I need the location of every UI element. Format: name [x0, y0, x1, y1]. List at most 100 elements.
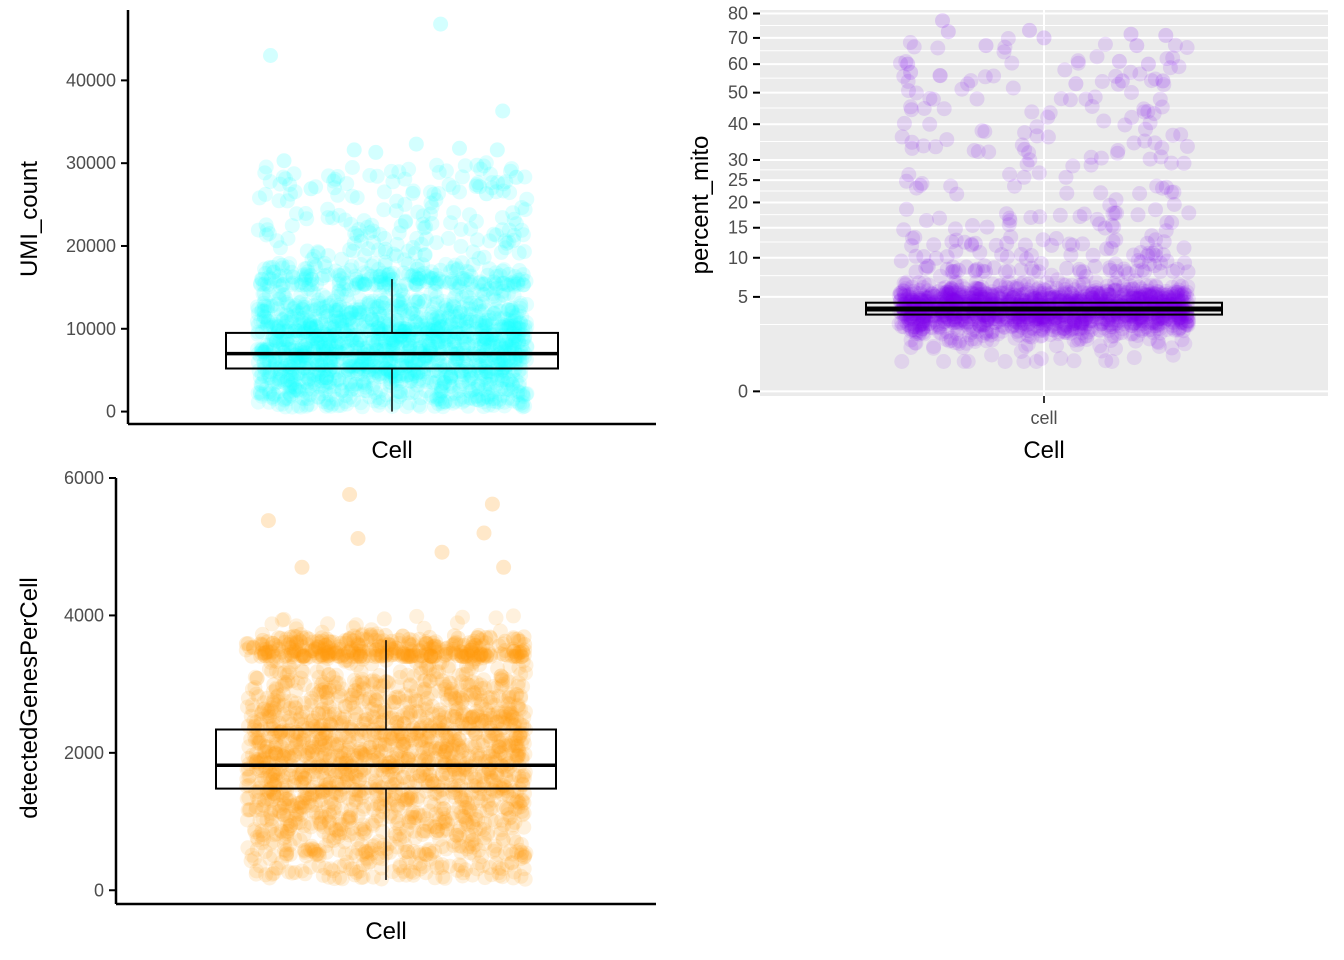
- outlier-point: [452, 140, 467, 156]
- data-point: [984, 347, 1000, 363]
- data-point: [447, 309, 463, 325]
- data-point: [448, 355, 463, 371]
- data-point: [375, 265, 391, 281]
- data-point: [400, 385, 416, 401]
- data-point: [404, 385, 420, 401]
- data-point: [343, 305, 359, 321]
- data-point: [1070, 53, 1086, 69]
- data-point: [381, 323, 397, 339]
- data-point: [356, 377, 372, 392]
- data-point: [1179, 138, 1195, 154]
- data-point: [449, 615, 465, 631]
- data-point: [376, 184, 392, 200]
- data-point: [1000, 31, 1016, 46]
- data-point: [476, 158, 492, 174]
- data-point: [505, 340, 521, 356]
- data-point: [894, 354, 910, 369]
- data-point: [500, 352, 516, 368]
- data-point: [306, 298, 322, 314]
- data-point: [471, 275, 487, 291]
- data-point: [475, 294, 491, 310]
- data-point: [439, 317, 455, 333]
- data-point: [951, 262, 967, 278]
- data-point: [313, 313, 328, 329]
- data-point: [512, 355, 528, 371]
- data-point: [383, 335, 399, 351]
- data-point: [370, 315, 386, 331]
- data-point: [1109, 304, 1125, 320]
- data-point: [272, 359, 288, 375]
- data-point: [970, 144, 986, 160]
- data-point: [461, 375, 477, 391]
- data-point: [293, 399, 309, 415]
- data-point: [498, 358, 514, 374]
- data-point: [372, 306, 388, 322]
- data-point: [498, 336, 514, 352]
- data-point: [932, 210, 947, 226]
- data-point: [418, 383, 434, 399]
- data-point: [352, 305, 368, 320]
- data-point: [424, 375, 440, 391]
- outlier-point: [1111, 53, 1127, 69]
- data-point: [501, 316, 517, 332]
- data-point: [444, 271, 460, 287]
- data-point: [278, 373, 294, 389]
- data-point: [407, 294, 423, 310]
- data-point: [1106, 219, 1122, 235]
- data-point: [1034, 304, 1050, 320]
- data-point: [1092, 216, 1108, 232]
- data-point: [476, 399, 492, 415]
- data-point: [1166, 197, 1182, 212]
- data-point: [504, 326, 520, 342]
- data-point: [386, 395, 402, 411]
- data-point: [412, 399, 428, 415]
- data-point: [454, 290, 470, 306]
- data-point: [322, 354, 338, 370]
- data-point: [454, 271, 470, 287]
- data-point: [344, 332, 360, 348]
- data-point: [310, 292, 326, 308]
- data-point: [257, 309, 272, 325]
- data-point: [367, 362, 383, 378]
- data-point: [906, 39, 922, 55]
- data-point: [438, 333, 454, 349]
- outlier-point: [368, 144, 384, 160]
- data-point: [270, 301, 286, 317]
- data-point: [1016, 169, 1032, 185]
- data-point: [312, 300, 328, 316]
- data-point: [501, 340, 517, 356]
- data-point: [508, 309, 523, 325]
- data-point: [303, 378, 318, 394]
- data-point: [443, 386, 459, 402]
- data-point: [377, 344, 393, 360]
- data-point: [323, 295, 339, 311]
- outlier-point: [479, 186, 494, 202]
- data-point: [261, 286, 277, 302]
- data-point: [266, 273, 282, 289]
- data-point: [487, 310, 503, 326]
- data-point: [298, 324, 314, 340]
- data-point: [1053, 350, 1069, 366]
- data-point: [257, 362, 273, 378]
- data-point: [315, 352, 331, 368]
- outlier-point: [263, 48, 278, 63]
- data-point: [370, 334, 386, 350]
- data-point: [377, 244, 393, 260]
- data-point: [397, 323, 413, 339]
- data-point: [332, 314, 348, 330]
- data-point: [276, 392, 292, 408]
- data-point: [495, 183, 511, 199]
- data-point: [322, 352, 338, 368]
- data-point: [279, 372, 295, 388]
- data-point: [515, 331, 531, 347]
- data-point: [477, 367, 493, 383]
- data-point: [344, 378, 360, 394]
- data-point: [437, 358, 453, 374]
- data-point: [515, 267, 531, 283]
- data-point: [473, 376, 489, 392]
- data-point: [984, 324, 1000, 340]
- data-point: [1052, 207, 1068, 223]
- data-point: [1075, 236, 1091, 252]
- data-point: [488, 394, 504, 410]
- data-point: [297, 383, 313, 399]
